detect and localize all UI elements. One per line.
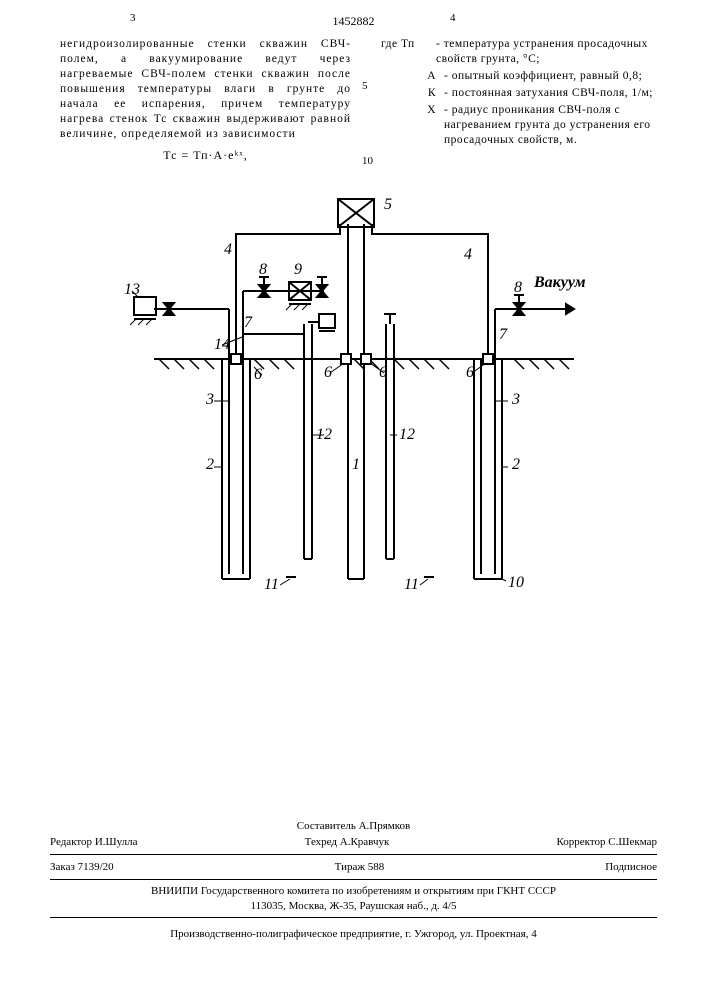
fig-label-3b: 3: [511, 391, 520, 408]
fig-label-4: 4: [224, 241, 232, 258]
fig-label-8: 8: [259, 261, 267, 278]
figure: 1 2 2 3 3 4 4 5 6 6 6 6 7 7 8 8 9 10 11 …: [0, 179, 707, 609]
fig-label-2: 2: [206, 456, 214, 473]
left-paragraph: негидроизолированные стенки скважин СВЧ-…: [60, 37, 351, 142]
credits-row: Редактор И.Шулла Техред А.Кравчук Коррек…: [50, 834, 657, 850]
formula-eq: =: [181, 148, 193, 162]
col-num-left: 3: [130, 12, 136, 24]
fig-label-10: 10: [508, 574, 524, 591]
formula: Тс = Тп·А·eᵏˣ,: [60, 142, 351, 170]
printer-line: Производственно-полиграфическое предприя…: [50, 922, 657, 940]
formula-rhs: Тп·А·eᵏˣ,: [193, 148, 248, 162]
fig-label-11b: 11: [404, 576, 419, 593]
fig-label-2b: 2: [512, 456, 520, 473]
def-X-label: Х: [381, 103, 444, 148]
left-column: негидроизолированные стенки скважин СВЧ-…: [60, 37, 351, 169]
def-Tp-text: - температура устранения просадочных сво…: [436, 37, 672, 67]
def-X-text: - радиус проникания СВЧ-поля с нагревани…: [444, 103, 672, 148]
org-address: ВНИИПИ Государственного комитета по изоб…: [50, 884, 657, 913]
fig-label-4b: 4: [464, 246, 472, 263]
fig-label-3: 3: [205, 391, 214, 408]
fig-label-12b: 12: [399, 426, 415, 443]
schematic-svg: 1 2 2 3 3 4 4 5 6 6 6 6 7 7 8 8 9 10 11 …: [94, 179, 614, 609]
order-row: Заказ 7139/20 Тираж 588 Подписное: [50, 859, 657, 875]
def-A-label: А: [381, 69, 444, 84]
fig-label-13: 13: [124, 281, 140, 298]
def-Tp-label: где Тп: [381, 37, 436, 67]
fig-label-7: 7: [244, 314, 253, 331]
right-column: где Тп - температура устранения просадоч…: [381, 37, 672, 169]
footer: Составитель А.Прямков Редактор И.Шулла Т…: [50, 818, 657, 940]
formula-lhs: Тс: [163, 148, 177, 162]
line-num-10: 10: [362, 155, 373, 167]
fig-label-7b: 7: [499, 326, 508, 343]
fig-label-5: 5: [384, 196, 392, 213]
line-num-5: 5: [362, 80, 368, 92]
def-K-text: - постоянная затухания СВЧ-поля, 1/м;: [444, 86, 672, 101]
fig-label-9: 9: [294, 261, 302, 278]
fig-label-1: 1: [352, 456, 360, 473]
fig-label-8b: 8: [514, 279, 522, 296]
col-num-right: 4: [450, 12, 456, 24]
text-columns: негидроизолированные стенки скважин СВЧ-…: [0, 29, 707, 169]
fig-label-11: 11: [264, 576, 279, 593]
vacuum-label: Вакуум: [533, 274, 586, 291]
compiler-row: Составитель А.Прямков: [50, 818, 657, 834]
def-A-text: - опытный коэффициент, равный 0,8;: [444, 69, 672, 84]
def-K-label: К: [381, 86, 444, 101]
doc-number: 1452882: [0, 0, 707, 29]
